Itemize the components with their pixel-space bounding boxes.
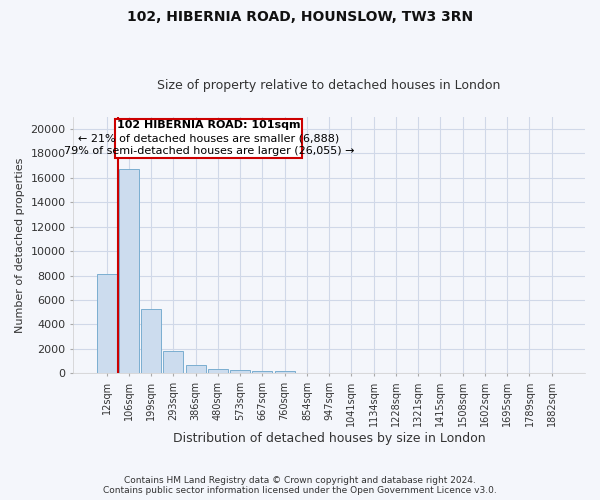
- Bar: [253, 371, 272, 374]
- Y-axis label: Number of detached properties: Number of detached properties: [15, 158, 25, 332]
- Text: ← 21% of detached houses are smaller (6,888): ← 21% of detached houses are smaller (6,…: [79, 134, 340, 144]
- Bar: [275, 371, 295, 374]
- Text: Contains HM Land Registry data © Crown copyright and database right 2024.
Contai: Contains HM Land Registry data © Crown c…: [103, 476, 497, 495]
- Text: 102, HIBERNIA ROAD, HOUNSLOW, TW3 3RN: 102, HIBERNIA ROAD, HOUNSLOW, TW3 3RN: [127, 10, 473, 24]
- Bar: [163, 350, 184, 374]
- Bar: [115, 119, 302, 158]
- Bar: [119, 170, 139, 374]
- Bar: [185, 365, 206, 374]
- Text: 102 HIBERNIA ROAD: 101sqm: 102 HIBERNIA ROAD: 101sqm: [117, 120, 301, 130]
- Bar: [230, 370, 250, 374]
- X-axis label: Distribution of detached houses by size in London: Distribution of detached houses by size …: [173, 432, 485, 445]
- Bar: [141, 308, 161, 374]
- Bar: [97, 274, 116, 374]
- Title: Size of property relative to detached houses in London: Size of property relative to detached ho…: [157, 79, 501, 92]
- Text: 79% of semi-detached houses are larger (26,055) →: 79% of semi-detached houses are larger (…: [64, 146, 354, 156]
- Bar: [208, 369, 228, 374]
